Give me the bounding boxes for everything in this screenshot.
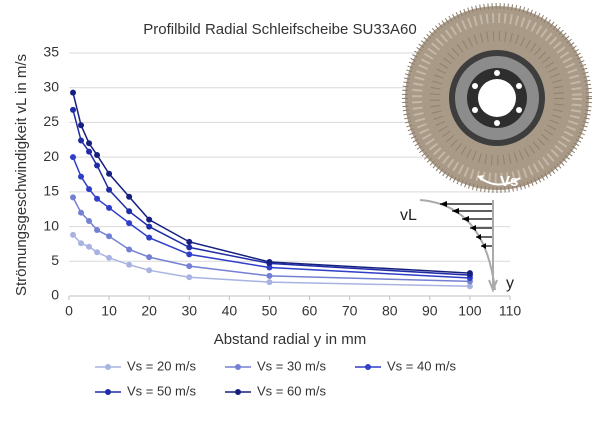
data-point — [146, 254, 153, 261]
data-point — [186, 263, 193, 270]
y-tick-label: 20 — [43, 148, 59, 164]
legend-label: Vs = 60 m/s — [257, 383, 326, 398]
x-tick-label: 60 — [302, 303, 318, 319]
data-point — [78, 173, 85, 180]
y-tick-label: 25 — [43, 113, 59, 129]
data-point — [106, 254, 113, 261]
data-point — [86, 140, 93, 147]
x-tick-label: 0 — [65, 303, 73, 319]
legend-label: Vs = 30 m/s — [257, 358, 326, 373]
data-point — [78, 122, 85, 129]
series-line — [72, 234, 470, 288]
data-point — [126, 246, 133, 253]
y-tick-label: 30 — [43, 78, 59, 94]
data-point — [106, 233, 113, 240]
legend-marker — [365, 364, 371, 370]
data-point — [86, 148, 93, 155]
flow-profile — [419, 199, 498, 293]
data-point — [70, 154, 77, 161]
data-point — [70, 106, 77, 113]
data-point — [106, 170, 113, 177]
data-point — [466, 283, 473, 290]
series-line — [72, 109, 470, 276]
x-tick-label: 10 — [101, 303, 117, 319]
data-point — [86, 186, 93, 193]
data-point — [94, 162, 101, 169]
x-tick-label: 50 — [262, 303, 278, 319]
data-point — [146, 267, 153, 274]
y-tick-label: 5 — [51, 252, 59, 268]
legend-marker — [105, 364, 111, 370]
data-point — [70, 231, 77, 238]
data-point — [126, 193, 133, 200]
grid — [69, 52, 510, 297]
data-point — [86, 218, 93, 225]
x-tick-label: 90 — [422, 303, 438, 319]
x-tick-label: 20 — [141, 303, 157, 319]
data-point — [126, 261, 133, 268]
chart-title: Profilbild Radial Schleifscheibe SU33A60 — [143, 21, 417, 38]
data-point — [266, 264, 273, 271]
data-point — [146, 223, 153, 230]
distance-label: y — [506, 275, 514, 292]
x-tick-label: 40 — [222, 303, 238, 319]
data-point — [126, 208, 133, 215]
data-point — [78, 240, 85, 247]
data-point — [266, 279, 273, 286]
data-point — [466, 270, 473, 277]
x-tick-label: 70 — [342, 303, 358, 319]
legend-label: Vs = 40 m/s — [387, 358, 456, 373]
y-tick-label: 0 — [51, 287, 59, 303]
data-point — [186, 251, 193, 258]
x-tick-label: 30 — [181, 303, 197, 319]
data-point — [106, 186, 113, 193]
grinding-wheel — [402, 3, 592, 193]
data-point — [186, 238, 193, 245]
x-tick-label: 110 — [499, 303, 522, 319]
y-axis-label: Strömungsgeschwindigkeit vL in m/s — [13, 54, 30, 296]
data-point — [94, 195, 101, 202]
y-tick-label: 10 — [43, 217, 59, 233]
data-point — [94, 249, 101, 256]
data-point — [146, 234, 153, 241]
data-point — [266, 258, 273, 265]
series-line — [72, 197, 470, 283]
data-point — [94, 152, 101, 159]
series-line — [72, 156, 470, 279]
x-tick-label: 80 — [382, 303, 398, 319]
data-point — [126, 220, 133, 227]
y-tick-label: 15 — [43, 183, 59, 199]
legend-label: Vs = 20 m/s — [127, 358, 196, 373]
y-tick-label: 35 — [43, 44, 59, 60]
data-point — [94, 227, 101, 234]
legend-marker — [105, 389, 111, 395]
data-point — [70, 89, 77, 96]
legend-marker — [235, 389, 241, 395]
data-point — [186, 274, 193, 281]
x-axis-label: Abstand radial y in mm — [214, 331, 367, 348]
wheel-speed-label: Vs — [500, 173, 518, 190]
data-point — [78, 209, 85, 216]
x-tick-label: 100 — [458, 303, 482, 319]
data-point — [146, 216, 153, 223]
data-point — [78, 137, 85, 144]
legend-label: Vs = 50 m/s — [127, 383, 196, 398]
flow-speed-label: vL — [400, 207, 417, 224]
legend-marker — [235, 364, 241, 370]
data-point — [266, 272, 273, 279]
series-line — [72, 92, 470, 274]
data-point — [70, 194, 77, 201]
data-point — [86, 243, 93, 250]
data-point — [186, 244, 193, 251]
data-point — [106, 204, 113, 211]
